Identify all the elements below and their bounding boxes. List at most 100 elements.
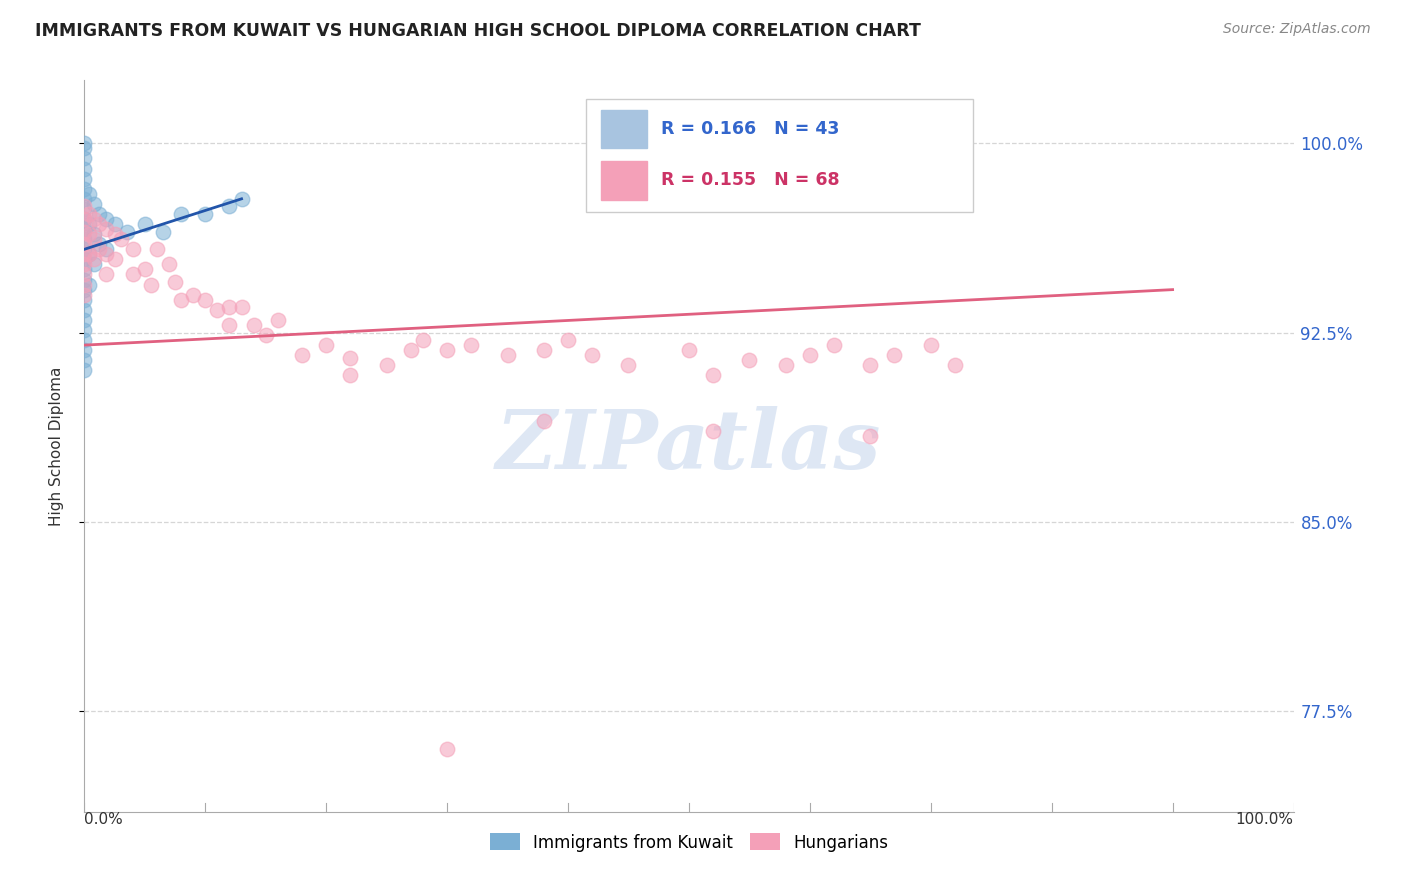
Point xyxy=(73,171,96,186)
Point xyxy=(73,232,96,246)
Point xyxy=(115,225,138,239)
Point xyxy=(94,212,117,227)
Bar xyxy=(600,161,647,200)
Point xyxy=(943,359,966,373)
Point xyxy=(87,237,110,252)
Point xyxy=(859,359,882,373)
Point xyxy=(73,343,96,358)
Point xyxy=(77,217,100,231)
Point xyxy=(533,414,555,428)
Bar xyxy=(600,111,647,148)
Point xyxy=(77,186,100,201)
Point xyxy=(339,351,361,365)
Point xyxy=(94,247,117,261)
FancyBboxPatch shape xyxy=(586,99,973,212)
Point xyxy=(738,353,761,368)
Text: R = 0.155   N = 68: R = 0.155 N = 68 xyxy=(661,171,839,189)
Point xyxy=(207,302,229,317)
Point xyxy=(73,272,96,286)
Point xyxy=(170,293,193,307)
Point xyxy=(702,424,724,438)
Point xyxy=(617,359,640,373)
Point xyxy=(242,318,264,332)
Point xyxy=(436,741,458,756)
Point xyxy=(121,242,143,256)
Point xyxy=(702,368,724,383)
Point xyxy=(73,242,96,256)
Point xyxy=(104,252,127,267)
Point xyxy=(83,232,105,246)
Point xyxy=(83,227,105,241)
Text: 100.0%: 100.0% xyxy=(1236,812,1294,827)
Point xyxy=(73,141,96,155)
Point xyxy=(218,199,240,213)
Point xyxy=(94,268,117,282)
Point xyxy=(73,287,96,301)
Point xyxy=(73,202,96,216)
Point xyxy=(73,268,96,282)
Point xyxy=(775,359,797,373)
Point xyxy=(73,152,96,166)
Point xyxy=(73,257,96,271)
Point xyxy=(73,293,96,307)
Point xyxy=(859,429,882,443)
Point xyxy=(73,192,96,206)
Point xyxy=(920,338,942,352)
Point xyxy=(94,242,117,256)
Point xyxy=(73,353,96,368)
Point xyxy=(496,348,519,362)
Point xyxy=(134,262,156,277)
Point xyxy=(533,343,555,358)
Point xyxy=(581,348,603,362)
Point xyxy=(73,333,96,347)
Point xyxy=(104,227,127,241)
Point xyxy=(165,275,187,289)
Point xyxy=(375,359,398,373)
Point xyxy=(291,348,314,362)
Point xyxy=(77,247,100,261)
Point xyxy=(460,338,482,352)
Point xyxy=(73,225,96,239)
Point xyxy=(218,300,240,314)
Point xyxy=(799,348,821,362)
Point xyxy=(73,182,96,196)
Point xyxy=(87,242,110,256)
Legend: Immigrants from Kuwait, Hungarians: Immigrants from Kuwait, Hungarians xyxy=(484,827,894,858)
Point xyxy=(73,237,96,252)
Point xyxy=(883,348,905,362)
Point xyxy=(83,252,105,267)
Point xyxy=(73,283,96,297)
Point xyxy=(121,268,143,282)
Point xyxy=(412,333,434,347)
Point xyxy=(194,293,217,307)
Point xyxy=(77,247,100,261)
Point xyxy=(73,212,96,227)
Point xyxy=(399,343,422,358)
Point xyxy=(181,287,204,301)
Text: Source: ZipAtlas.com: Source: ZipAtlas.com xyxy=(1223,22,1371,37)
Point xyxy=(110,232,132,246)
Point xyxy=(73,363,96,377)
Point xyxy=(678,343,700,358)
Point xyxy=(557,333,579,347)
Point xyxy=(134,217,156,231)
Text: 0.0%: 0.0% xyxy=(84,812,124,827)
Point xyxy=(170,207,193,221)
Y-axis label: High School Diploma: High School Diploma xyxy=(49,367,63,525)
Point xyxy=(73,302,96,317)
Point xyxy=(339,368,361,383)
Point xyxy=(73,252,96,267)
Point xyxy=(73,199,96,213)
Point xyxy=(231,300,253,314)
Point xyxy=(73,212,96,227)
Point xyxy=(77,277,100,292)
Point xyxy=(104,217,127,231)
Point xyxy=(77,227,100,241)
Point xyxy=(87,207,110,221)
Point xyxy=(436,343,458,358)
Point xyxy=(194,207,217,221)
Text: R = 0.166   N = 43: R = 0.166 N = 43 xyxy=(661,120,839,138)
Point xyxy=(157,257,180,271)
Point xyxy=(73,247,96,261)
Point xyxy=(218,318,240,332)
